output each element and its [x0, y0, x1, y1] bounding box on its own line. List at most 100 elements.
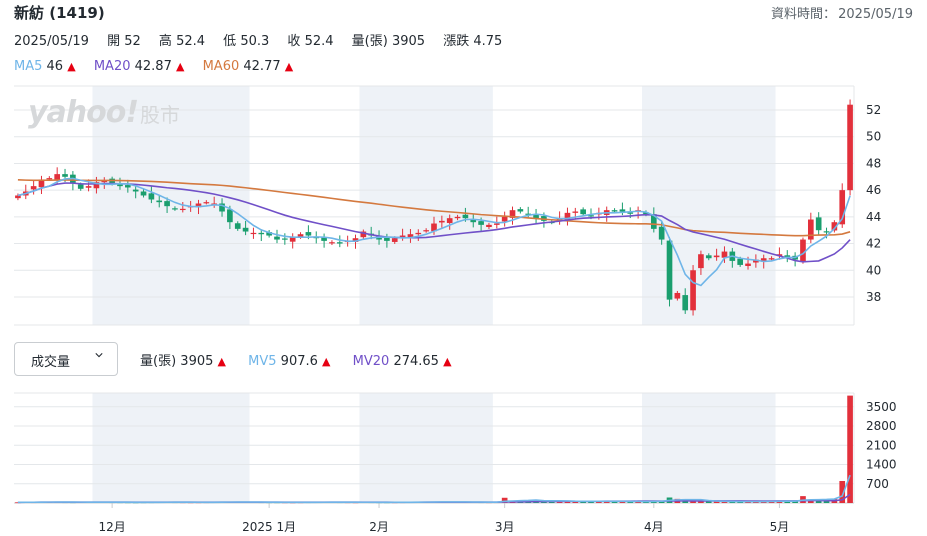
candle-body [305, 232, 312, 236]
candle-body [38, 179, 45, 188]
candle-body [768, 258, 775, 260]
high-value: 52.4 [176, 34, 206, 49]
volume-label: 量(張) [351, 34, 388, 49]
candle-body [399, 235, 406, 238]
candle-body [62, 174, 68, 177]
x-axis-label: 3月 [495, 520, 515, 534]
volume-bar [501, 497, 508, 503]
stock-title: 新紡 (1419) [14, 4, 105, 22]
candle-body [501, 216, 508, 222]
shaded-period [642, 86, 776, 325]
candle-body [172, 208, 178, 210]
candle-body [227, 209, 233, 223]
candle-body [807, 219, 814, 240]
vol-legend: 量(張) 3905 ▲ [140, 354, 226, 369]
candle-body [117, 184, 123, 187]
quote-change: 漲跌 4.75 [443, 34, 502, 49]
low-value: 50.3 [240, 34, 270, 49]
candle-body [486, 224, 492, 227]
shaded-period [359, 86, 493, 325]
candle-body [360, 231, 367, 238]
data-time-value: 2025/05/19 [838, 7, 913, 22]
volume-bar [627, 501, 634, 503]
indicator-dropdown[interactable]: 成交量 [14, 342, 118, 376]
candle-body [627, 212, 634, 214]
candle-body [148, 193, 155, 200]
quote-row: 2025/05/19 開 52 高 52.4 低 50.3 收 52.4 量(張… [14, 30, 516, 49]
candle-body [203, 202, 210, 204]
volume-bar [705, 501, 712, 503]
volume-bar [580, 501, 586, 503]
dropdown-label: 成交量 [31, 355, 71, 370]
volume-bar [635, 501, 641, 503]
x-axis-label: 2月 [369, 520, 389, 534]
candle-body [517, 209, 524, 212]
volume-bar [839, 481, 846, 503]
price-tick-label: 40 [866, 263, 881, 277]
x-axis-label: 5月 [770, 520, 790, 534]
shaded-period [642, 393, 776, 503]
candle-body [258, 232, 265, 235]
candle-body [580, 209, 586, 215]
volume-legend: 量(張) 3905 ▲ MV5 907.6 ▲ MV20 274.65 ▲ [140, 350, 470, 369]
candle-body [446, 218, 453, 223]
candle-body [470, 219, 477, 223]
volume-bar [564, 501, 571, 503]
candle-body [250, 232, 257, 235]
candle-body [336, 242, 343, 244]
candle-body [266, 232, 272, 236]
price-tick-label: 42 [866, 237, 881, 251]
ma60-value: 42.77 [243, 59, 281, 74]
volume-tick-label: 1400 [866, 458, 897, 472]
ma20-value: 42.87 [134, 59, 172, 74]
open-label: 開 [107, 34, 121, 49]
up-arrow-icon: ▲ [443, 355, 452, 368]
volume-bar [847, 395, 853, 503]
candle-body [698, 254, 704, 269]
ma60-line [17, 179, 851, 237]
ma5-label: MA5 [14, 59, 43, 74]
candle-body [132, 189, 139, 192]
candle-body [242, 227, 249, 232]
candle-body [572, 211, 579, 213]
close-value: 52.4 [304, 34, 334, 49]
price-tick-label: 52 [866, 103, 881, 117]
candle-body [101, 180, 108, 183]
candle-body [705, 255, 712, 259]
candle-body [423, 230, 429, 232]
ma60-label: MA60 [202, 59, 240, 74]
volume-tick-label: 3500 [866, 400, 897, 414]
candle-body [140, 191, 147, 196]
candle-body [454, 216, 461, 219]
candle-body [77, 184, 84, 189]
candle-body [125, 185, 131, 188]
up-arrow-icon: ▲ [175, 60, 185, 73]
candle-body [93, 182, 100, 189]
shaded-period [359, 393, 493, 503]
candle-body [658, 226, 665, 240]
volume-bar [737, 501, 743, 503]
mv20-value: 274.65 [393, 354, 439, 369]
chevron-down-icon [95, 353, 103, 358]
ma5-legend: MA5 46 ▲ [14, 59, 76, 74]
vol-value: 3905 [180, 354, 214, 369]
mv5-label: MV5 [248, 354, 277, 369]
mv5-line [17, 474, 851, 504]
candle-body [643, 212, 649, 215]
vol-label: 量(張) [140, 354, 177, 369]
change-value: 4.75 [473, 34, 503, 49]
candle-body [164, 201, 170, 207]
ma-legend: MA5 46 ▲ MA20 42.87 ▲ MA60 42.77 ▲ [14, 59, 307, 74]
volume-bar [698, 501, 704, 503]
quote-volume: 量(張) 3905 [352, 34, 425, 49]
candle-body [525, 213, 532, 215]
data-time: 資料時間： 2025/05/19 [769, 3, 913, 22]
mv5-value: 907.6 [280, 354, 318, 369]
quote-open: 開 52 [107, 34, 141, 49]
quote-date: 2025/05/19 [14, 34, 89, 49]
volume-bar [611, 501, 618, 503]
candle-body [391, 238, 398, 242]
up-arrow-icon: ▲ [284, 60, 294, 73]
volume-bar [682, 500, 689, 503]
